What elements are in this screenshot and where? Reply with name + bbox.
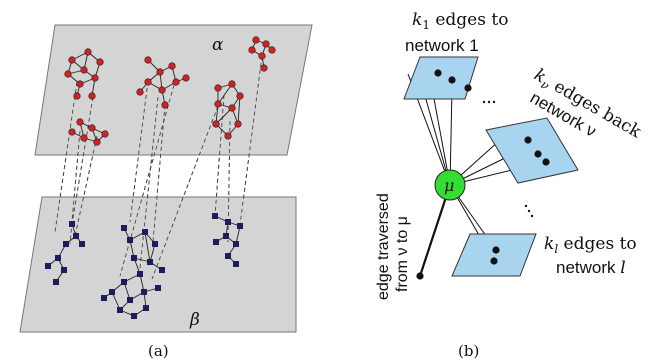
beta-cluster-1	[45, 221, 85, 285]
svg-text:from ν to μ: from ν to μ	[394, 216, 411, 292]
alpha-cluster-5	[68, 118, 109, 146]
caption-a: (a)	[148, 342, 169, 360]
panel-a: α β (a)	[19, 24, 313, 360]
ellipsis-dots	[482, 100, 534, 218]
network-l-box	[451, 233, 537, 277]
panel-b: μ k1 edges to network 1 kν edges back ne…	[375, 10, 645, 360]
hub-edges	[407, 73, 513, 262]
caption-b: (b)	[458, 342, 479, 360]
beta-networks	[45, 213, 243, 319]
traversed-edge-label: edge traversed from ν to μ	[375, 193, 411, 300]
svg-text:edge traversed: edge traversed	[375, 193, 392, 300]
hub-node-mu	[434, 169, 466, 201]
alpha-cluster-2	[136, 56, 190, 109]
network-v-box	[485, 117, 579, 184]
network-1-box	[403, 56, 479, 100]
hub-label: μ	[444, 176, 454, 195]
alpha-cluster-1	[64, 48, 104, 100]
beta-cluster-2	[101, 225, 165, 319]
network-1-label-line2: network 1	[405, 36, 479, 55]
alpha-cluster-4	[248, 36, 276, 72]
traversed-edge	[418, 184, 452, 277]
beta-cluster-3	[212, 213, 243, 267]
layer-alpha-plane	[34, 24, 313, 156]
layer-alpha-label: α	[212, 35, 224, 55]
source-node	[416, 272, 424, 280]
alpha-cluster-3	[212, 80, 244, 140]
network-l-label-line1: kl edges to	[544, 234, 637, 256]
network-l-label-line2: network l	[556, 258, 626, 278]
layer-beta-label: β	[189, 310, 200, 330]
network-1-label-line1: k1 edges to	[412, 10, 508, 32]
alpha-networks	[64, 36, 276, 146]
